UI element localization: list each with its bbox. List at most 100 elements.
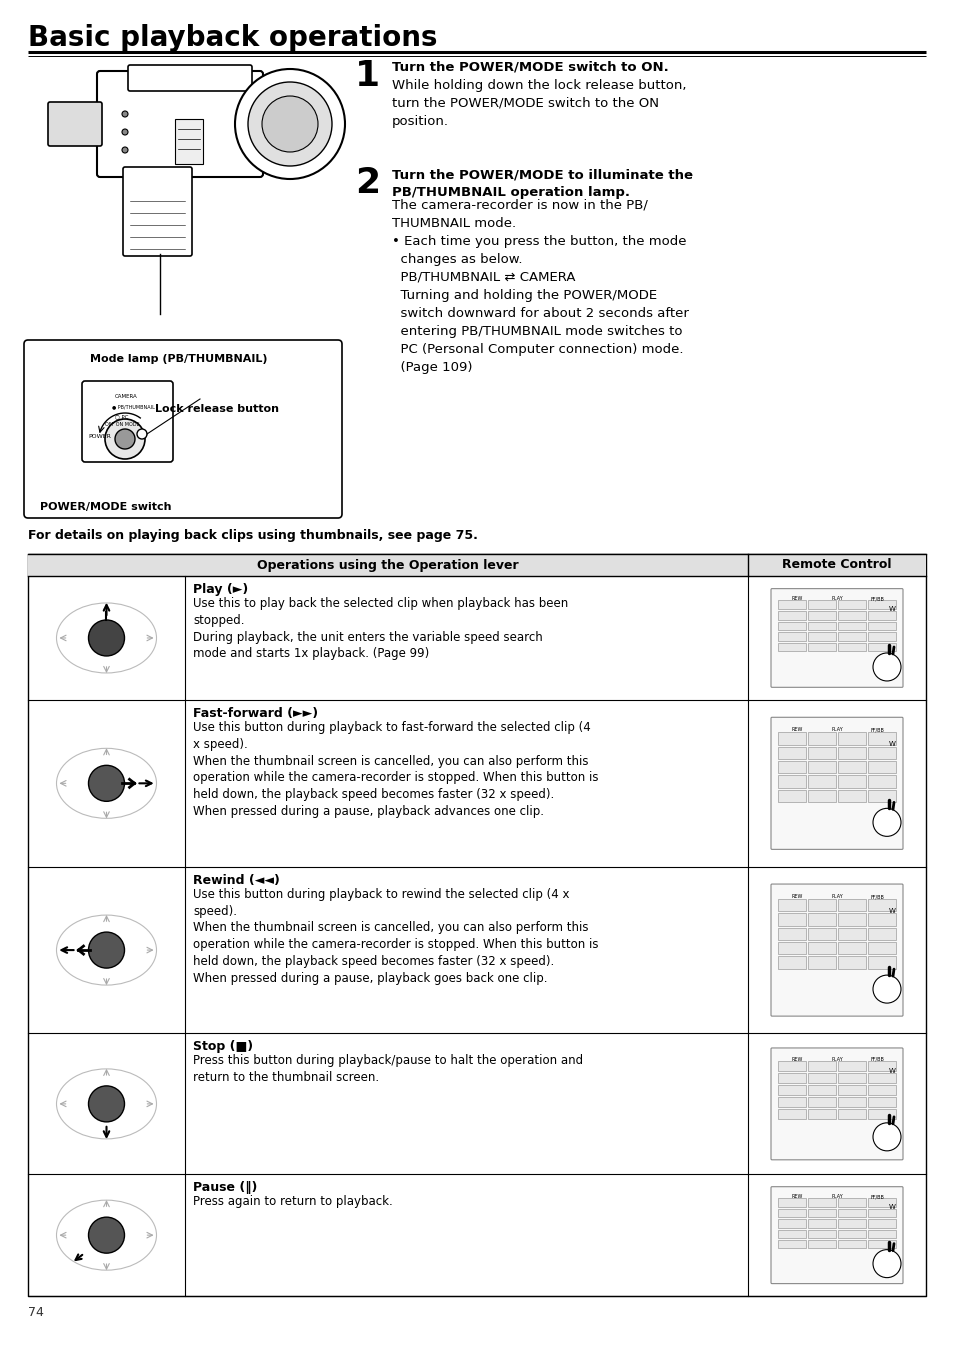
Bar: [807, 746, 835, 758]
Bar: [778, 914, 805, 926]
Text: POWER: POWER: [88, 435, 111, 440]
Bar: [867, 632, 895, 640]
Bar: [837, 899, 865, 911]
Bar: [778, 1085, 805, 1095]
Bar: [867, 621, 895, 630]
Circle shape: [248, 83, 332, 167]
Bar: [867, 600, 895, 609]
Text: For details on playing back clips using thumbnails, see page 75.: For details on playing back clips using …: [28, 529, 477, 542]
Bar: [837, 776, 865, 788]
Text: Rewind (◄◄): Rewind (◄◄): [193, 873, 279, 887]
Text: REW: REW: [790, 1056, 801, 1062]
Circle shape: [89, 1086, 125, 1122]
Ellipse shape: [56, 1200, 156, 1270]
Bar: [778, 899, 805, 911]
Text: W: W: [888, 741, 895, 747]
Circle shape: [105, 418, 145, 459]
Bar: [28, 554, 925, 1296]
Bar: [778, 956, 805, 968]
Bar: [867, 733, 895, 745]
Bar: [867, 1240, 895, 1248]
Bar: [837, 632, 865, 640]
Circle shape: [89, 1217, 125, 1254]
Text: REW: REW: [790, 894, 801, 899]
Text: FF/BB: FF/BB: [869, 596, 883, 601]
Bar: [867, 1198, 895, 1206]
Bar: [807, 1072, 835, 1083]
Bar: [807, 927, 835, 940]
Circle shape: [89, 932, 125, 968]
Bar: [837, 1109, 865, 1120]
Text: CAMERA: CAMERA: [115, 394, 137, 399]
Bar: [837, 1240, 865, 1248]
Text: While holding down the lock release button,
turn the POWER/MODE switch to the ON: While holding down the lock release butt…: [392, 79, 686, 129]
Bar: [867, 611, 895, 620]
Text: FF/BB: FF/BB: [869, 894, 883, 899]
Text: ○ PC: ○ PC: [115, 414, 129, 418]
Text: FF/BB: FF/BB: [869, 727, 883, 733]
Ellipse shape: [56, 749, 156, 818]
Bar: [778, 600, 805, 609]
FancyBboxPatch shape: [48, 102, 102, 146]
Text: PLAY: PLAY: [830, 1056, 842, 1062]
Text: W: W: [888, 1204, 895, 1209]
Circle shape: [122, 129, 128, 135]
Bar: [867, 914, 895, 926]
Text: Turn the POWER/MODE to illuminate the
PB/THUMBNAIL operation lamp.: Turn the POWER/MODE to illuminate the PB…: [392, 168, 692, 199]
Circle shape: [872, 1122, 900, 1151]
Bar: [778, 1097, 805, 1108]
Text: FF/BB: FF/BB: [869, 1194, 883, 1200]
Bar: [807, 643, 835, 651]
Bar: [837, 746, 865, 758]
Bar: [867, 1097, 895, 1108]
Circle shape: [262, 96, 317, 152]
Text: Lock release button: Lock release button: [154, 403, 278, 414]
Bar: [837, 1062, 865, 1071]
Bar: [807, 733, 835, 745]
Bar: [867, 1219, 895, 1228]
Bar: [778, 927, 805, 940]
FancyBboxPatch shape: [82, 380, 172, 462]
FancyBboxPatch shape: [770, 884, 902, 1016]
Circle shape: [89, 765, 125, 802]
Bar: [807, 1219, 835, 1228]
Bar: [807, 899, 835, 911]
Circle shape: [234, 69, 345, 179]
Bar: [807, 611, 835, 620]
Text: Mode lamp (PB/THUMBNAIL): Mode lamp (PB/THUMBNAIL): [90, 353, 267, 364]
Bar: [807, 621, 835, 630]
Circle shape: [137, 429, 147, 439]
Bar: [778, 789, 805, 802]
Bar: [867, 1072, 895, 1083]
Text: Play (►): Play (►): [193, 584, 248, 596]
Bar: [837, 942, 865, 955]
FancyBboxPatch shape: [123, 167, 192, 256]
Bar: [837, 761, 865, 773]
Bar: [867, 1062, 895, 1071]
Text: Operations using the Operation lever: Operations using the Operation lever: [257, 558, 518, 571]
Bar: [807, 1229, 835, 1238]
Bar: [837, 643, 865, 651]
Circle shape: [89, 620, 125, 655]
Bar: [778, 632, 805, 640]
Bar: [778, 621, 805, 630]
Text: ● PB/THUMBNAIL: ● PB/THUMBNAIL: [112, 403, 154, 409]
Bar: [778, 1062, 805, 1071]
Circle shape: [872, 653, 900, 681]
Text: Use this button during playback to fast-forward the selected clip (4
x speed).
W: Use this button during playback to fast-…: [193, 720, 598, 818]
Bar: [837, 1209, 865, 1217]
Text: W: W: [888, 909, 895, 914]
FancyBboxPatch shape: [770, 1186, 902, 1284]
Bar: [867, 776, 895, 788]
Text: Pause (‖): Pause (‖): [193, 1181, 257, 1194]
Bar: [867, 643, 895, 651]
Text: PLAY: PLAY: [830, 1194, 842, 1200]
Text: Press again to return to playback.: Press again to return to playback.: [193, 1196, 393, 1208]
Bar: [867, 789, 895, 802]
Bar: [867, 927, 895, 940]
Text: W: W: [888, 607, 895, 612]
Bar: [807, 942, 835, 955]
Bar: [807, 1240, 835, 1248]
Bar: [837, 1097, 865, 1108]
Bar: [837, 914, 865, 926]
